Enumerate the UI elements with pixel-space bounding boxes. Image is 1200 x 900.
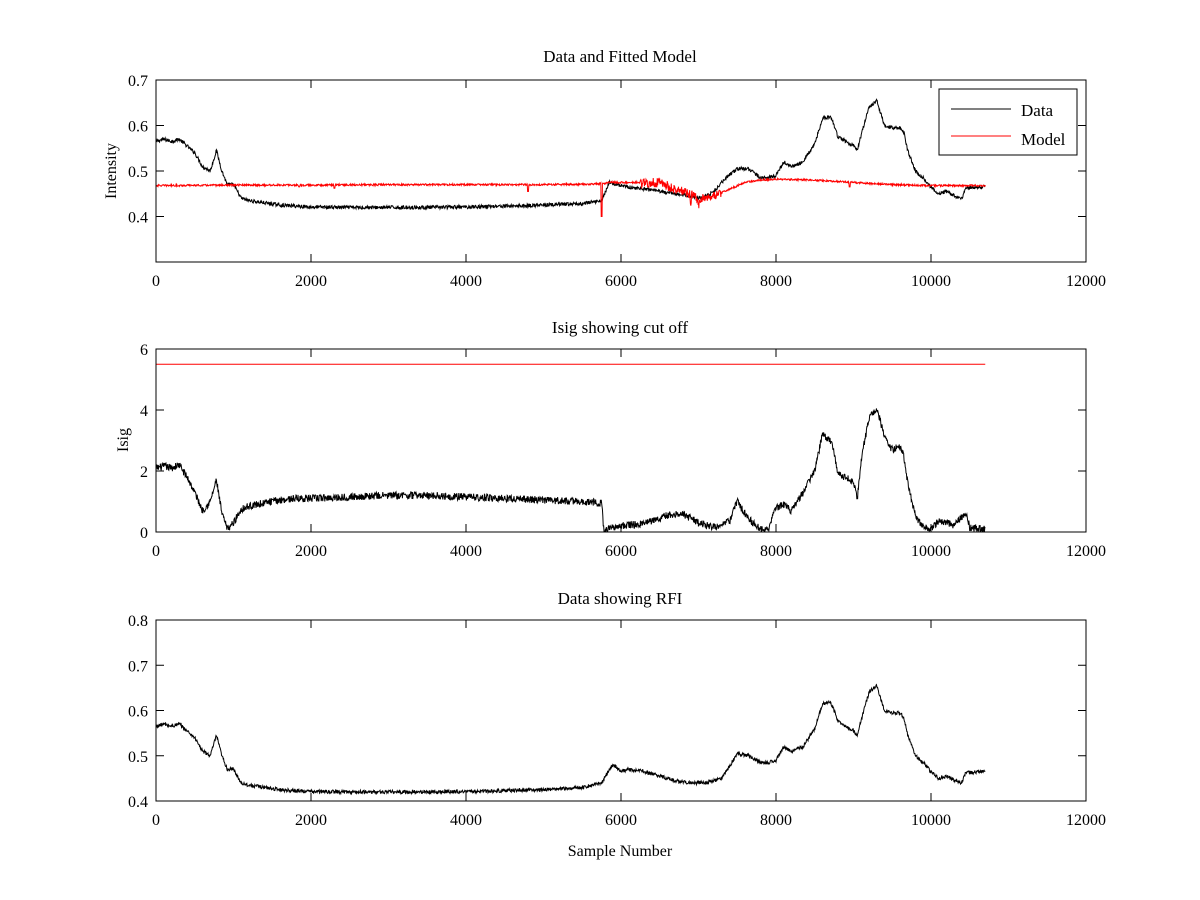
legend-box [938,88,1078,156]
x-tick-label: 10000 [911,543,951,560]
panel-2-plot: 0 2000 4000 6000 8000 10000 12000 0 2 4 6 [140,342,1106,560]
x-tick-label: 4000 [450,812,482,829]
x-tick-label: 12000 [1066,543,1106,560]
x-tick-label: 4000 [450,273,482,290]
panel-3-plot: 0 2000 4000 6000 8000 10000 12000 0.4 0.5 0.6 0.7 0… [128,613,1106,829]
y-tick-label: 0.4 [128,210,148,227]
x-tick-label: 0 [152,273,160,290]
x-tick-label: 10000 [911,812,951,829]
y-tick-label: 0.7 [128,658,148,675]
y-tick-label: 0.5 [128,164,148,181]
panel-2-title: Isig showing cut off [552,318,688,337]
series-line-data [156,683,986,796]
x-tick-label: 6000 [605,812,637,829]
series-line-model [156,176,986,217]
legend: Data Model [938,88,1078,156]
x-tick-label: 4000 [450,543,482,560]
x-tick-label: 8000 [760,543,792,560]
panel-1-plot: 0 2000 4000 6000 8000 10000 12000 0.4 0.5 0.6 0.7 [128,73,1106,290]
panel-data-and-model: Data and Fitted Model Intensity 0 2000 400… [103,47,1106,290]
y-tick-label: 0 [140,525,148,542]
y-tick-label: 4 [140,403,148,420]
x-tick-label: 10000 [911,273,951,290]
x-tick-label: 12000 [1066,273,1106,290]
x-tick-label: 2000 [295,812,327,829]
x-tick-label: 0 [152,543,160,560]
panel-3-title: Data showing RFI [558,589,683,608]
series-line-data [156,98,986,211]
y-tick-label: 0.5 [128,749,148,766]
x-tick-label: 8000 [760,812,792,829]
legend-label-model: Model [1021,130,1066,149]
x-tick-label: 8000 [760,273,792,290]
x-tick-label: 2000 [295,273,327,290]
y-tick-label: 6 [140,342,148,359]
panel-isig: Isig showing cut off Isig 0 2000 4000 6000 8… [115,318,1106,560]
x-tick-label: 6000 [605,543,637,560]
y-tick-label: 0.6 [128,704,148,721]
series-line-data [156,408,986,532]
y-tick-label: 0.8 [128,613,148,630]
y-tick-label: 0.4 [128,794,148,811]
x-tick-label: 6000 [605,273,637,290]
panel-rfi: Data showing RFI Sample Number 0 2000 4000… [128,589,1106,860]
x-tick-label: 2000 [295,543,327,560]
legend-label-data: Data [1021,101,1054,120]
y-tick-label: 0.7 [128,73,148,90]
x-tick-label: 0 [152,812,160,829]
y-tick-label: 2 [140,464,148,481]
panel-3-xlabel: Sample Number [568,843,673,860]
y-tick-label: 0.6 [128,119,148,136]
x-tick-label: 12000 [1066,812,1106,829]
panel-1-title: Data and Fitted Model [543,47,697,66]
panel-1-ylabel: Intensity [103,143,120,199]
panel-2-ylabel: Isig [115,428,132,452]
